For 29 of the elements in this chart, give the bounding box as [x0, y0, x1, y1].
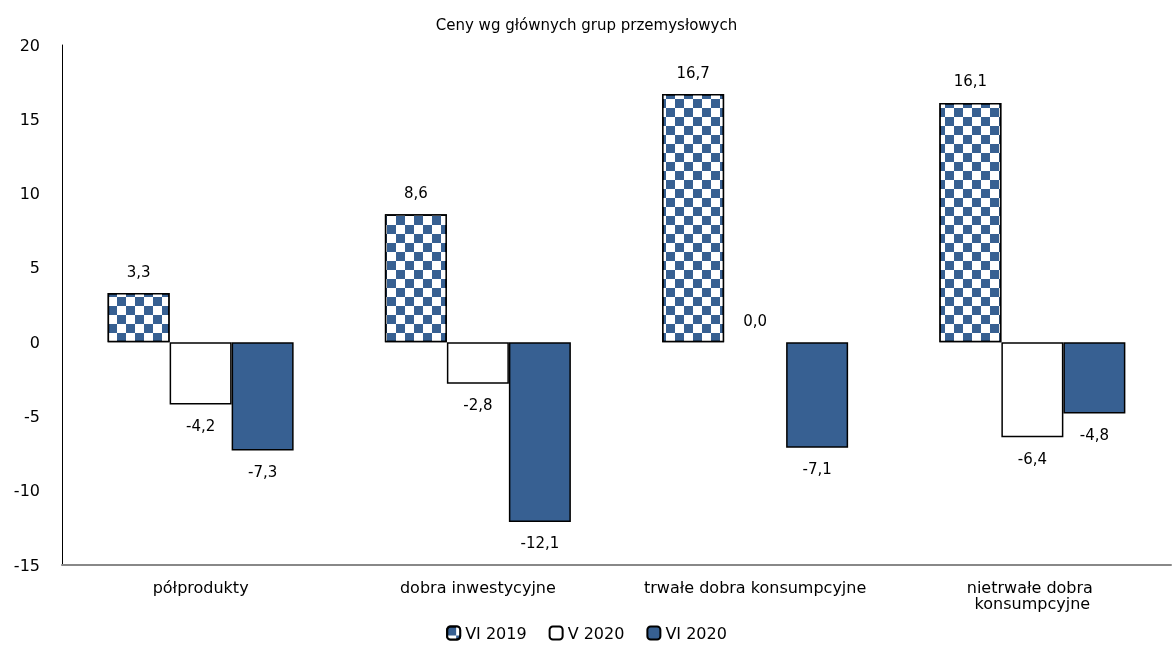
- data-label: -4,2: [185, 417, 216, 436]
- legend-label: VI 2020: [665, 623, 727, 643]
- y-tick-label: 20: [19, 35, 40, 55]
- y-tick-label: 5: [29, 258, 40, 278]
- y-tick-label: 10: [19, 184, 40, 204]
- data-label: 0,0: [743, 311, 768, 330]
- data-label: 8,6: [403, 183, 428, 202]
- data-label: -7,3: [247, 463, 278, 482]
- y-tick-label: -5: [24, 406, 40, 426]
- y-tick-label: -15: [13, 555, 40, 575]
- x-tick-label: dobra inwestycyjne: [399, 577, 556, 597]
- bar: [786, 342, 849, 448]
- chart-title: Ceny wg głównych grup przemysłowych: [435, 15, 738, 34]
- x-tick-label: nietrwałe dobra konsumpcyjne: [966, 577, 1098, 613]
- x-tick-label: trwałe dobra konsumpcyjne: [643, 577, 867, 597]
- y-tick-label: 0: [29, 332, 40, 352]
- legend-label: VI 2019: [465, 623, 527, 643]
- y-tick-label: -10: [13, 481, 40, 501]
- data-label: -4,8: [1079, 425, 1110, 444]
- data-label: 16,7: [676, 63, 710, 82]
- data-label: 16,1: [953, 72, 988, 91]
- x-tick-label: półprodukty: [152, 577, 249, 597]
- data-label: -2,8: [463, 396, 493, 415]
- data-label: -7,1: [802, 460, 832, 479]
- data-label: -6,4: [1017, 449, 1048, 468]
- y-tick-label: 15: [19, 109, 40, 129]
- data-label: 3,3: [126, 262, 151, 281]
- legend-label: V 2020: [567, 623, 625, 643]
- data-label: -12,1: [520, 534, 560, 553]
